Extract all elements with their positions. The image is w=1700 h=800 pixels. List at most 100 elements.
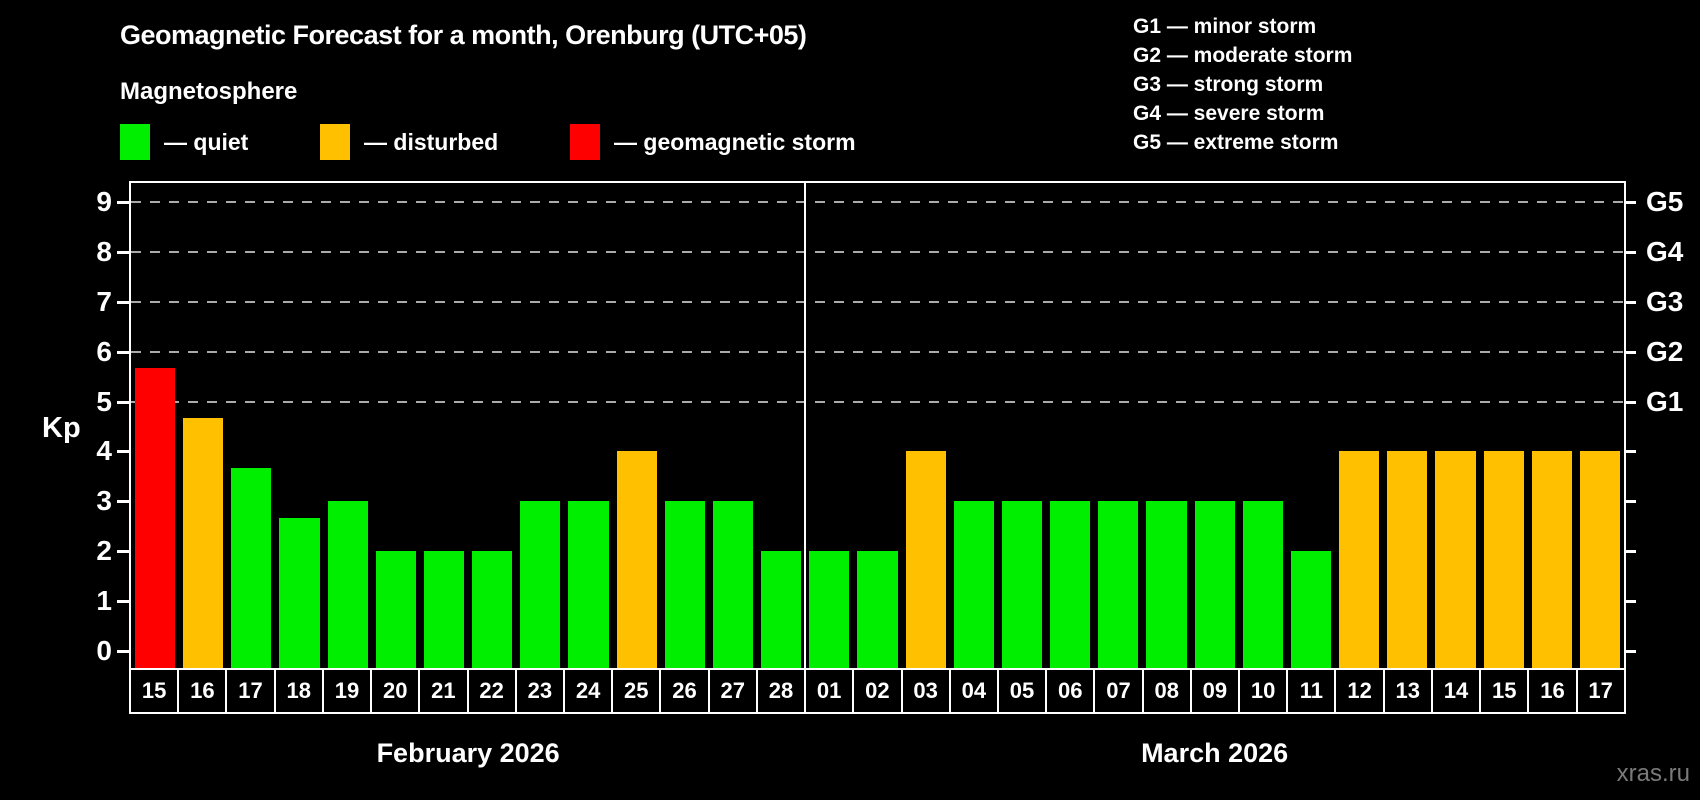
- g-scale-legend: G1 — minor storm G2 — moderate storm G3 — …: [1133, 12, 1352, 157]
- y-tick-2: [117, 550, 129, 554]
- kp-bar-19: [327, 501, 368, 668]
- right-tick-3: [1624, 500, 1636, 504]
- kp-bar-24: [568, 501, 609, 668]
- kp-bar-10: [1242, 501, 1283, 668]
- gridline-kp5: [131, 400, 1624, 403]
- kp-bar-27: [712, 501, 754, 668]
- kp-bar-15: [1483, 451, 1524, 668]
- day-cell-04: 04: [948, 668, 999, 714]
- g-label-G1: G1: [1646, 385, 1684, 417]
- day-cell-22: 22: [466, 668, 517, 714]
- legend-item-disturbed: — disturbed: [320, 122, 498, 162]
- right-tick-5: [1624, 400, 1636, 404]
- day-cell-19: 19: [321, 668, 373, 714]
- g-legend-line-3: G3 — strong storm: [1133, 73, 1324, 96]
- magnetosphere-label: Magnetosphere: [120, 78, 298, 105]
- storm-swatch-icon: [570, 124, 600, 160]
- legend-item-storm: — geomagnetic storm: [570, 122, 856, 162]
- kp-bar-09: [1194, 501, 1235, 668]
- legend-label-quiet: — quiet: [164, 128, 249, 155]
- day-cell-03: 03: [900, 668, 951, 714]
- y-tick-0: [117, 650, 129, 654]
- kp-bar-15: [135, 368, 176, 668]
- y-axis-title: Kp: [42, 412, 81, 444]
- kp-bar-02: [857, 551, 898, 668]
- y-tick-label-5: 5: [96, 385, 112, 417]
- day-cell-15: 15: [129, 668, 180, 714]
- kp-bar-25: [616, 451, 657, 668]
- day-cell-26: 26: [659, 668, 710, 714]
- y-tick-6: [117, 350, 129, 354]
- day-cell-16: 16: [1527, 668, 1578, 714]
- g-label-G4: G4: [1646, 235, 1684, 267]
- y-tick-label-7: 7: [96, 285, 112, 317]
- y-tick-5: [117, 400, 129, 404]
- day-cell-08: 08: [1141, 668, 1192, 714]
- day-cell-12: 12: [1334, 668, 1385, 714]
- day-cell-09: 09: [1189, 668, 1241, 714]
- gridline-kp6: [131, 350, 1624, 353]
- kp-bar-17: [1579, 451, 1620, 668]
- kp-bar-06: [1050, 501, 1091, 668]
- g-legend-line-1: G1 — minor storm: [1133, 15, 1317, 38]
- y-tick-label-1: 1: [96, 585, 112, 617]
- x-axis-day-row: 15 16 17 18 19 20 21 22 23 24 25 26 27 28 01 02 03 04 05 06…: [129, 668, 1626, 714]
- kp-bar-07: [1098, 501, 1139, 668]
- kp-bar-20: [375, 551, 416, 668]
- y-tick-label-0: 0: [96, 635, 112, 667]
- day-cell-25: 25: [611, 668, 662, 714]
- right-tick-1: [1624, 600, 1636, 604]
- g-label-G3: G3: [1646, 285, 1684, 317]
- day-cell-06: 06: [1045, 668, 1096, 714]
- day-cell-11: 11: [1286, 668, 1337, 714]
- y-tick-label-3: 3: [96, 485, 112, 517]
- day-cell-13: 13: [1382, 668, 1433, 714]
- y-tick-label-6: 6: [96, 335, 112, 367]
- y-tick-7: [117, 300, 129, 304]
- watermark: xras.ru: [1616, 760, 1690, 787]
- chart-title: Geomagnetic Forecast for a month, Orenbu…: [120, 20, 807, 50]
- day-cell-14: 14: [1430, 668, 1482, 714]
- right-tick-8: [1624, 250, 1636, 254]
- g-legend-line-4: G4 — severe storm: [1133, 102, 1325, 125]
- right-tick-0: [1624, 650, 1636, 654]
- y-tick-1: [117, 600, 129, 604]
- day-cell-24: 24: [562, 668, 614, 714]
- day-cell-15: 15: [1479, 668, 1530, 714]
- kp-bar-18: [279, 517, 320, 668]
- y-tick-label-4: 4: [96, 435, 112, 467]
- day-cell-17: 17: [1575, 668, 1626, 714]
- kp-bar-17: [231, 467, 272, 668]
- right-tick-9: [1624, 200, 1636, 204]
- right-tick-6: [1624, 350, 1636, 354]
- kp-bar-08: [1146, 501, 1187, 668]
- kp-bar-12: [1339, 451, 1380, 668]
- kp-bar-01: [809, 551, 850, 668]
- right-tick-4: [1624, 450, 1636, 454]
- day-cell-16: 16: [177, 668, 228, 714]
- y-tick-label-9: 9: [96, 185, 112, 217]
- kp-bar-13: [1387, 451, 1428, 668]
- day-cell-23: 23: [514, 668, 565, 714]
- right-tick-7: [1624, 300, 1636, 304]
- y-tick-8: [117, 250, 129, 254]
- kp-bar-16: [1531, 451, 1572, 668]
- month-label-0: February 2026: [376, 738, 560, 768]
- y-tick-3: [117, 500, 129, 504]
- gridline-kp8: [131, 250, 1624, 253]
- legend-label-disturbed: — disturbed: [364, 128, 499, 155]
- day-cell-02: 02: [852, 668, 903, 714]
- kp-bar-03: [905, 451, 946, 668]
- kp-bar-28: [761, 551, 802, 668]
- kp-bar-16: [183, 418, 224, 668]
- plot-area: [129, 181, 1626, 670]
- g-label-G2: G2: [1646, 335, 1684, 367]
- y-tick-label-2: 2: [96, 535, 112, 567]
- kp-bar-14: [1435, 451, 1476, 668]
- disturbed-swatch-icon: [320, 124, 350, 160]
- y-tick-4: [117, 450, 129, 454]
- kp-bar-26: [664, 501, 705, 668]
- day-cell-01: 01: [804, 668, 855, 714]
- legend-item-quiet: — quiet: [120, 122, 248, 162]
